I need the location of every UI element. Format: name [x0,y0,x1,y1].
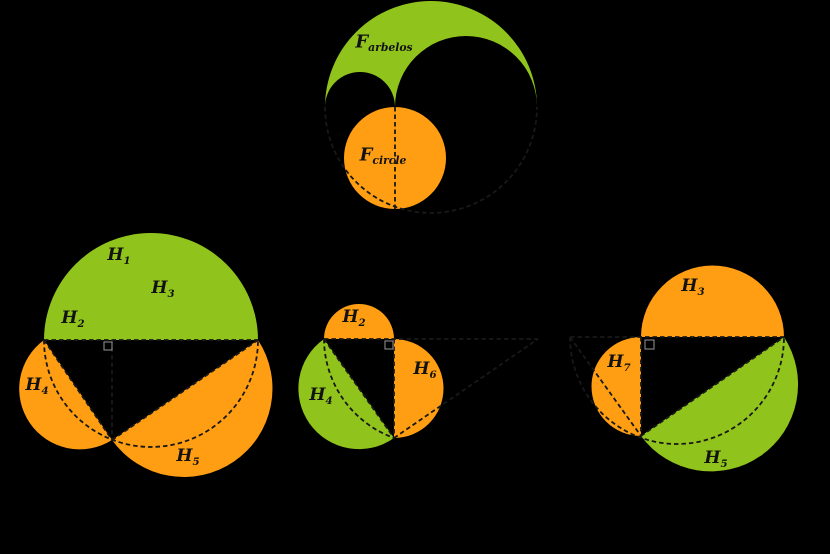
label-h5-left: H5 [176,446,200,468]
semicircle-h1-shape [44,233,258,340]
arbelos-shape [325,1,537,108]
label-h4-left: H4 [25,375,49,397]
big-circle-lower-arc-dashed [324,106,538,214]
label-h2-left: H2 [61,308,85,330]
chord-cb-dashed [393,338,539,439]
label-h3-right: H3 [681,276,705,298]
hypotenuse-cb-dashed [640,336,785,437]
semicircle-h3-shape [641,265,784,337]
chord-ac-dashed [569,336,642,437]
label-h5-right: H5 [704,448,728,470]
semicircle-h2-shape [324,304,394,339]
label-h2-middle: H2 [342,307,366,329]
big-circle-lower-arc-dashed [43,339,259,448]
right-angle-marker [644,339,655,350]
chord-ac-dashed [43,339,113,441]
bottom-right-figure [569,265,799,472]
bottom-left-figure [19,233,273,478]
semicircle-h4-shape [298,339,394,450]
label-f-arbelos: Farbelos [355,31,413,55]
semicircle-h4-shape [19,340,112,450]
semicircle-h5-shape [641,337,799,472]
label-h6-middle: H6 [413,359,437,381]
semicircle-h5-shape [112,340,273,478]
top-figure [324,1,538,214]
semicircle-h7-shape [591,337,641,436]
right-angle-marker [384,340,394,350]
label-f-circle: Fcircle [359,144,407,168]
bottom-middle-figure [298,304,539,450]
inscribed-circle-shape [344,107,446,209]
big-circle-arc-dashed [569,336,785,445]
label-h1: H1 [107,245,131,267]
label-h3-left: H3 [151,278,175,300]
semicircle-h6-shape [394,339,444,438]
label-h4-middle: H4 [309,385,333,407]
label-h7-right: H7 [607,352,631,374]
right-angle-marker [103,341,113,351]
big-circle-arc-dashed [323,338,395,439]
hypotenuse-ac-dashed [323,338,395,439]
